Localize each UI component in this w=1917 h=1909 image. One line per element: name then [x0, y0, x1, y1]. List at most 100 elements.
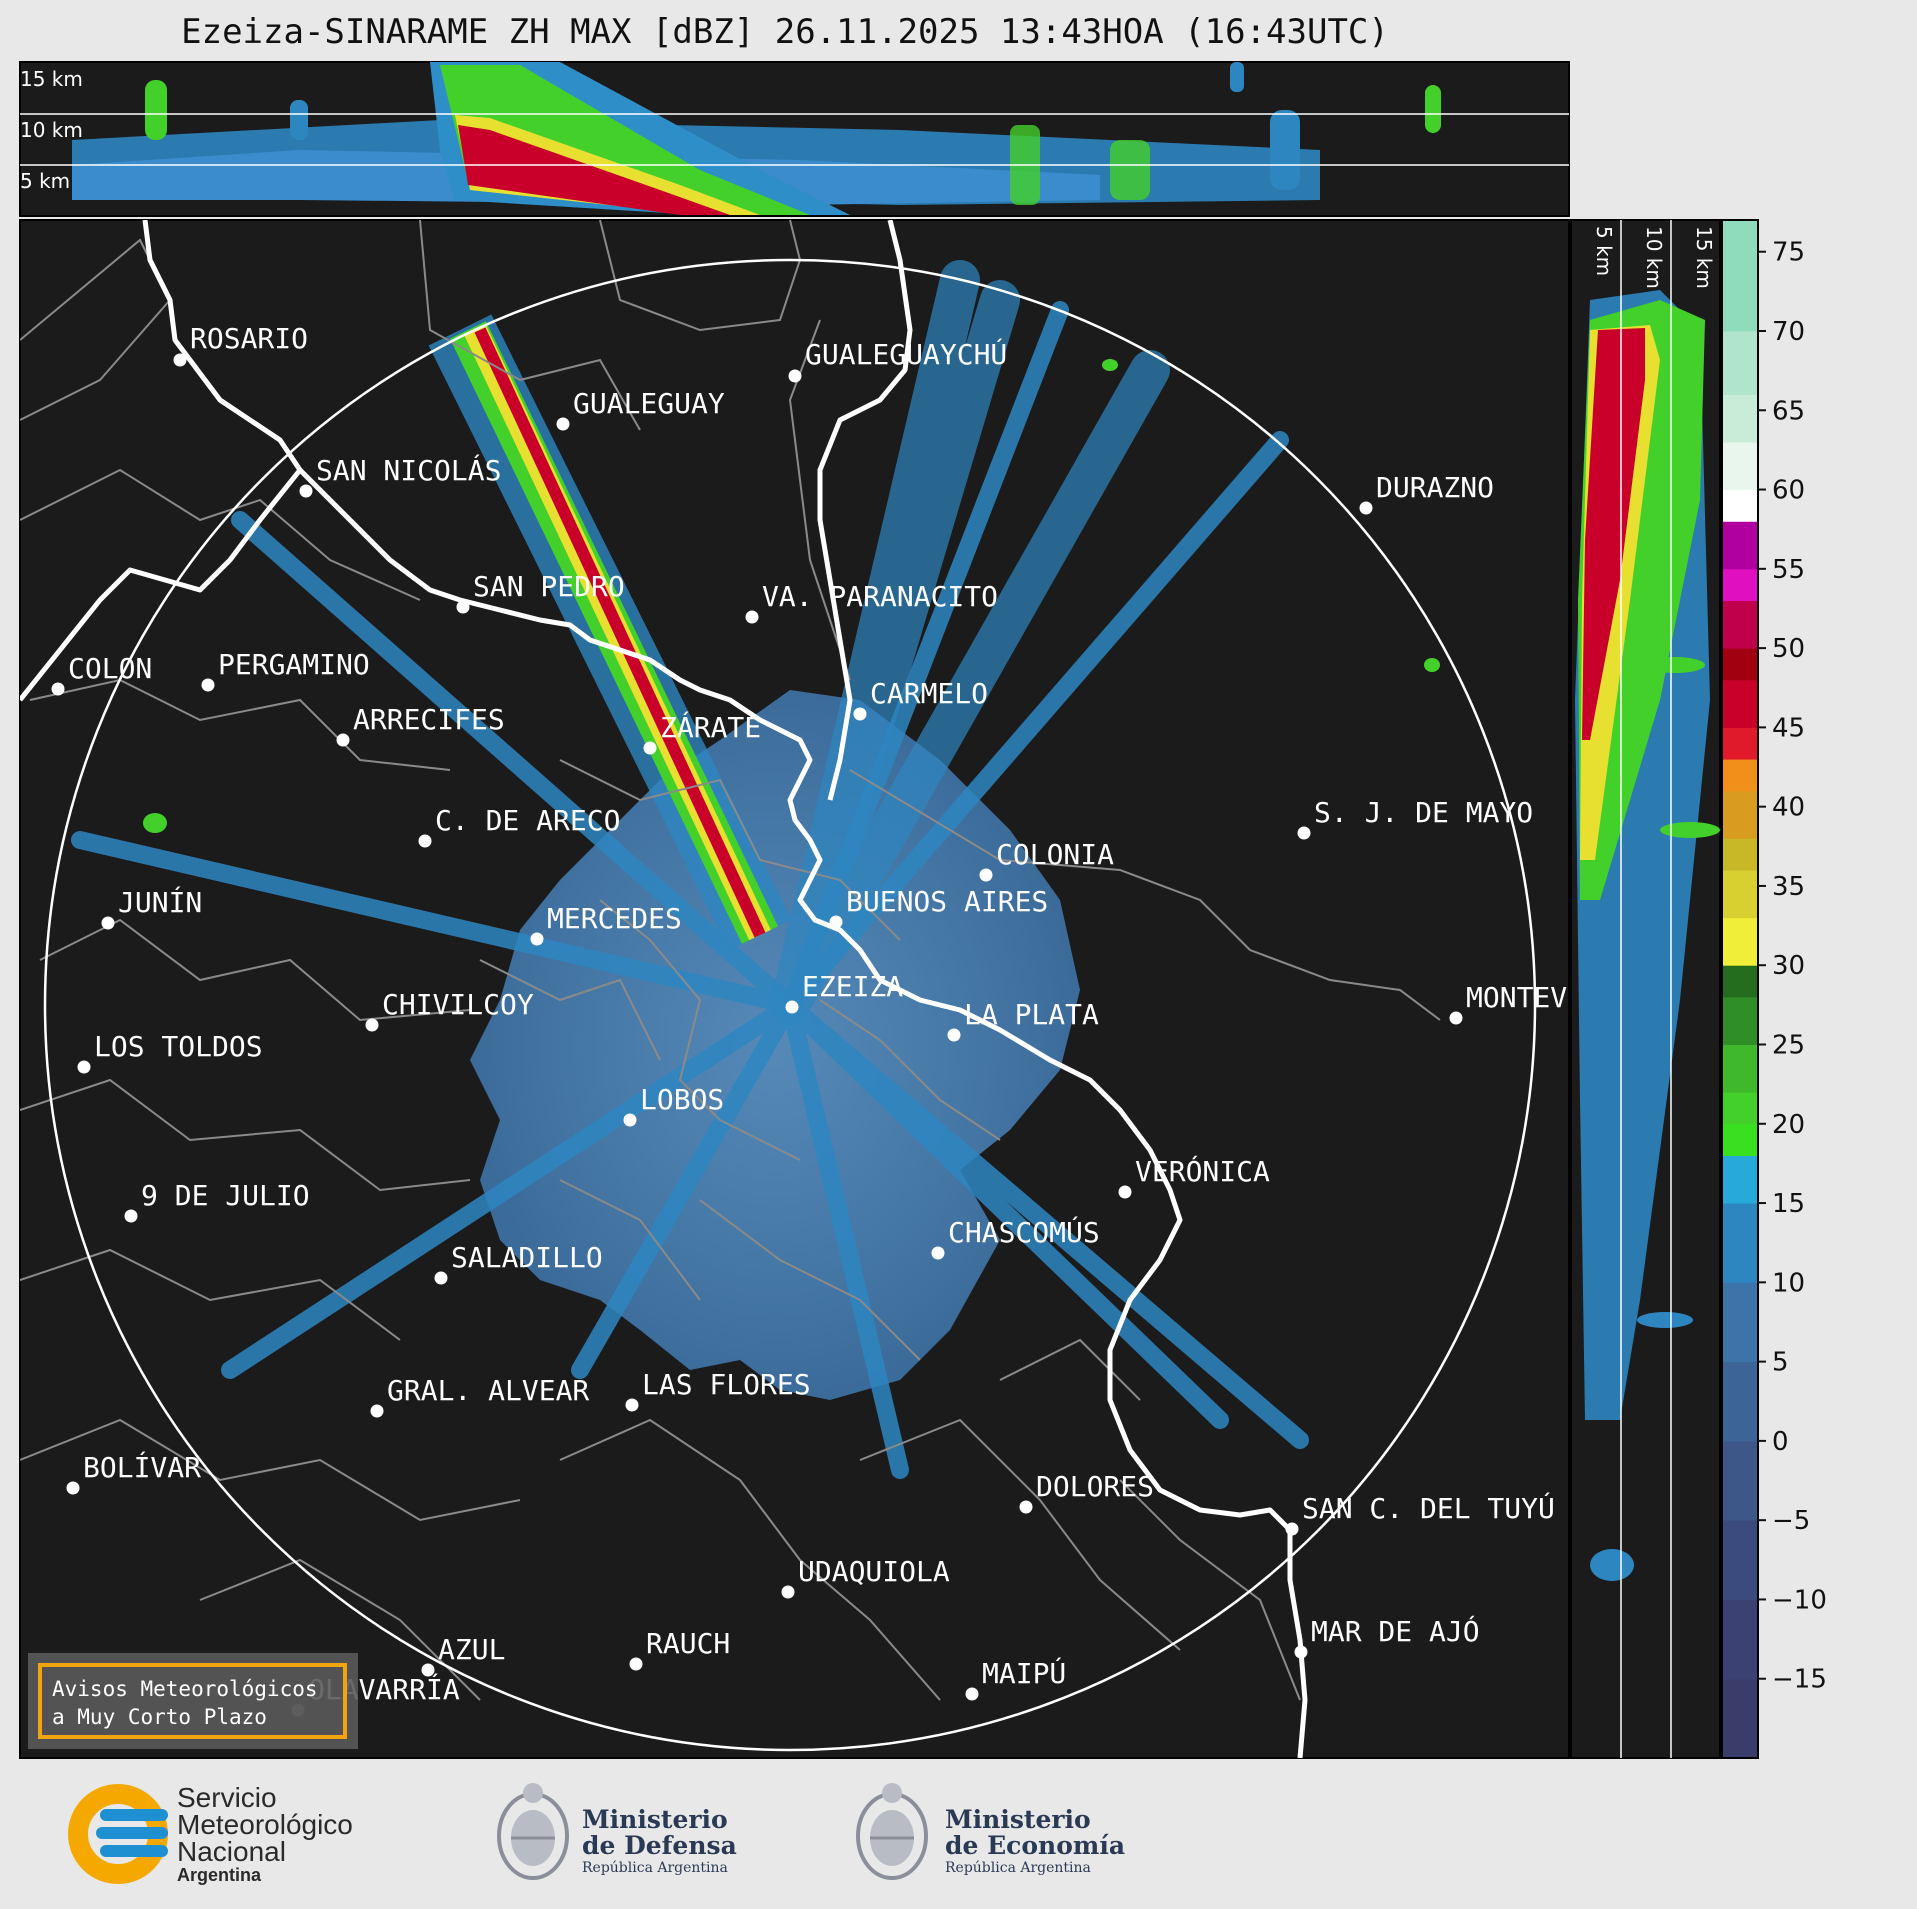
- city-dot: [336, 733, 350, 747]
- city-dot: [1294, 1645, 1308, 1659]
- district-borders: [20, 220, 1441, 1701]
- city-label: 9 DE JULIO: [141, 1179, 310, 1212]
- city-dot: [1285, 1522, 1299, 1536]
- economia-logo: Ministerio de Economía República Argenti…: [856, 1783, 1125, 1880]
- city-azul: AZUL: [421, 1633, 505, 1677]
- colorbar-segment: [1722, 1044, 1758, 1093]
- warning-box-line2: a Muy Corto Plazo: [52, 1705, 267, 1729]
- smn-logo: Servicio Meteorológico Nacional Argentin…: [68, 1782, 353, 1885]
- city-c-de-areco: C. DE ARECO: [418, 804, 620, 848]
- economia-logo-line2: de Economía: [945, 1831, 1125, 1860]
- defensa-logo-line2: de Defensa: [582, 1831, 737, 1860]
- city-dot: [947, 1028, 961, 1042]
- city-dot: [77, 1060, 91, 1074]
- city-label: COLON: [68, 652, 152, 685]
- colorbar-tick-label: 0: [1772, 1427, 1789, 1457]
- city-montev: MONTEV: [1449, 981, 1567, 1025]
- colorbar-tick-label: 25: [1772, 1030, 1805, 1060]
- colorbar-segment: [1722, 1678, 1758, 1759]
- colorbar-segment: [1722, 1520, 1758, 1600]
- city-label: CHASCOMÚS: [948, 1215, 1100, 1249]
- city-label: ZÁRATE: [660, 710, 761, 744]
- colorbar-segment: [1722, 394, 1758, 443]
- city-label: LAS FLORES: [642, 1368, 811, 1401]
- city-udaquiola: UDAQUIOLA: [781, 1555, 950, 1599]
- city-label: LA PLATA: [964, 998, 1099, 1031]
- city-dot: [979, 868, 993, 882]
- smn-logo-line1: Servicio: [177, 1782, 277, 1813]
- smn-logo-line2: Meteorológico: [177, 1809, 353, 1840]
- city-label: SAN NICOLÁS: [316, 453, 501, 487]
- city-la-plata: LA PLATA: [947, 998, 1099, 1042]
- city-dot: [853, 707, 867, 721]
- page-title: Ezeiza-SINARAME ZH MAX [dBZ] 26.11.2025 …: [181, 12, 1389, 52]
- city-label: GRAL. ALVEAR: [387, 1374, 589, 1407]
- city-label: BOLÍVAR: [83, 1450, 201, 1484]
- colorbar-segment: [1722, 489, 1758, 522]
- defensa-logo-line1: Ministerio: [582, 1805, 728, 1834]
- city-dot: [365, 1018, 379, 1032]
- defensa-logo-line3: República Argentina: [582, 1860, 728, 1876]
- colorbar-tick-label: 10: [1772, 1268, 1805, 1298]
- city-dot: [124, 1209, 138, 1223]
- colorbar-segment: [1722, 679, 1758, 728]
- side-profile-echoes: [1575, 290, 1720, 1581]
- city-label: SAN C. DEL TUYÚ: [1302, 1491, 1555, 1525]
- coat-of-arms-icon: [497, 1783, 569, 1880]
- warning-box-line1: Avisos Meteorológicos: [52, 1677, 318, 1701]
- city-colon: COLON: [51, 652, 152, 696]
- colorbar-segment: [1722, 220, 1758, 332]
- side-profile-label-15km: 15 km: [1692, 226, 1716, 289]
- colorbar-tick-label: 65: [1772, 396, 1805, 426]
- city-dot: [201, 678, 215, 692]
- city-dot: [623, 1113, 637, 1127]
- city-dot: [530, 932, 544, 946]
- city-dot: [1297, 826, 1311, 840]
- city-s-j-de-mayo: S. J. DE MAYO: [1297, 796, 1533, 840]
- colorbar-segment: [1722, 727, 1758, 760]
- city-dot: [173, 353, 187, 367]
- city-rauch: RAUCH: [629, 1627, 730, 1671]
- city-dot: [1019, 1500, 1033, 1514]
- city-maipu: MAIPÚ: [965, 1656, 1066, 1701]
- city-dot: [785, 1000, 799, 1014]
- colorbar-tick-label: 35: [1772, 872, 1805, 902]
- city-label: BUENOS AIRES: [846, 885, 1048, 918]
- top-profile-panel: 15 km 10 km 5 km: [19, 61, 1570, 217]
- city-durazno: DURAZNO: [1359, 471, 1494, 515]
- coastline: [20, 220, 1308, 1758]
- city-mercedes: MERCEDES: [530, 902, 682, 946]
- city-label: DOLORES: [1036, 1470, 1154, 1503]
- city-rosario: ROSARIO: [173, 322, 308, 367]
- top-profile-label-5km: 5 km: [20, 169, 70, 193]
- colorbar-tick-label: −5: [1772, 1506, 1810, 1536]
- city-dot: [418, 834, 432, 848]
- colorbar-segment: [1722, 330, 1758, 395]
- colorbar-tick-label: 70: [1772, 317, 1805, 347]
- city-dot: [643, 741, 657, 755]
- city-label: MONTEV: [1466, 981, 1567, 1014]
- city-label: MERCEDES: [547, 902, 682, 935]
- city-dot: [745, 610, 759, 624]
- side-profile-panel: 5 km 10 km 15 km: [1570, 219, 1721, 1759]
- city-label: GUALEGUAYCHÚ: [805, 337, 1007, 371]
- city-va-paranacito: VA. PARANACITO: [745, 580, 998, 624]
- colorbar-segment: [1722, 441, 1758, 491]
- city-dot: [421, 1663, 435, 1677]
- city-dot: [1118, 1185, 1132, 1199]
- city-los-toldos: LOS TOLDOS: [77, 1030, 263, 1074]
- colorbar-segment: [1722, 1282, 1758, 1363]
- range-ring: [43, 258, 1537, 1752]
- city-gualeguay: GUALEGUAY: [556, 387, 725, 431]
- city-label: GUALEGUAY: [573, 387, 725, 420]
- city-label: ARRECIFES: [353, 703, 505, 736]
- city-veronica: VERÓNICA: [1118, 1154, 1270, 1199]
- city-dot: [931, 1246, 945, 1260]
- city-gualeguaychu: GUALEGUAYCHÚ: [788, 337, 1007, 383]
- city-label: C. DE ARECO: [435, 804, 620, 837]
- colorbar-tick-label: 40: [1772, 793, 1805, 823]
- city-ezeiza: EZEIZA: [785, 970, 903, 1014]
